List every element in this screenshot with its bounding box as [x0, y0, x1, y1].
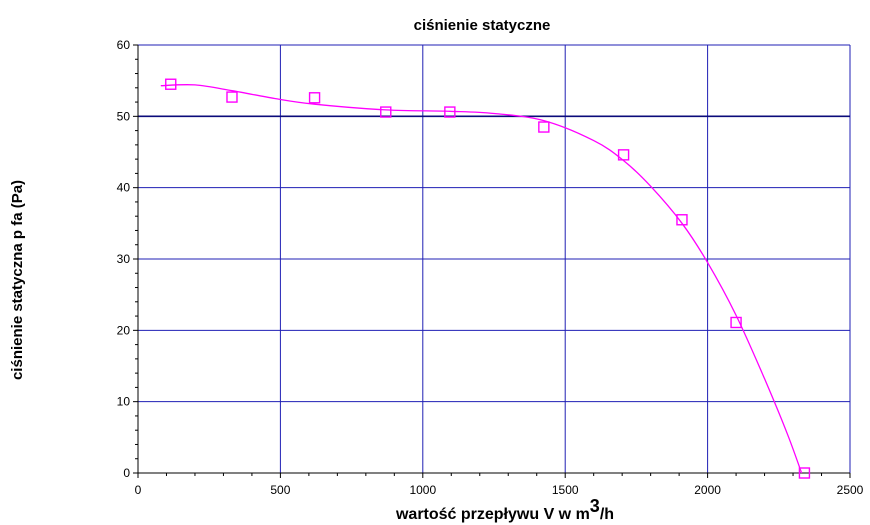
- y-tick-label-10: 10: [117, 395, 131, 409]
- data-point-4: [380, 106, 392, 118]
- x-tick-label-1500: 1500: [552, 483, 579, 497]
- fit-curve: [160, 84, 803, 474]
- data-point-9: [730, 316, 742, 329]
- data-point-1: [165, 78, 177, 90]
- data-markers: [165, 78, 811, 479]
- data-point-5: [444, 106, 456, 118]
- x-tick-label-2500: 2500: [837, 483, 864, 497]
- x-tick-label-500: 500: [270, 483, 290, 497]
- grid-lines: [138, 44, 851, 473]
- x-tick-label-1000: 1000: [409, 483, 436, 497]
- data-point-3: [308, 92, 321, 104]
- y-tick-label-20: 20: [117, 323, 131, 337]
- x-axis-label-main: wartość przepływu V w m: [395, 506, 590, 523]
- data-point-7: [617, 149, 630, 161]
- data-point-2: [226, 91, 238, 103]
- x-ticks: 0 500 1000 1500 2000 2500: [135, 473, 864, 497]
- y-ticks: 0 10 20 30 40 50 60: [117, 38, 138, 480]
- data-point-6: [538, 121, 550, 133]
- y-tick-label-60: 60: [117, 38, 131, 52]
- x-tick-label-2000: 2000: [694, 483, 721, 497]
- x-axis-label-unit: /h: [600, 506, 614, 523]
- y-tick-label-40: 40: [117, 181, 131, 195]
- x-tick-label-0: 0: [135, 483, 142, 497]
- y-tick-label-0: 0: [123, 466, 130, 480]
- x-axis-label-sup: 3: [590, 496, 600, 516]
- data-point-8: [676, 214, 688, 226]
- x-axis-label: wartość przepływu V w m3/h: [395, 496, 614, 523]
- y-axis-label: ciśnienie statyczna p fa (Pa): [9, 180, 26, 380]
- y-tick-label-50: 50: [117, 109, 131, 123]
- y-tick-label-30: 30: [117, 252, 131, 266]
- chart-title: ciśnienie statyczne: [414, 17, 551, 34]
- data-point-10: [798, 467, 811, 479]
